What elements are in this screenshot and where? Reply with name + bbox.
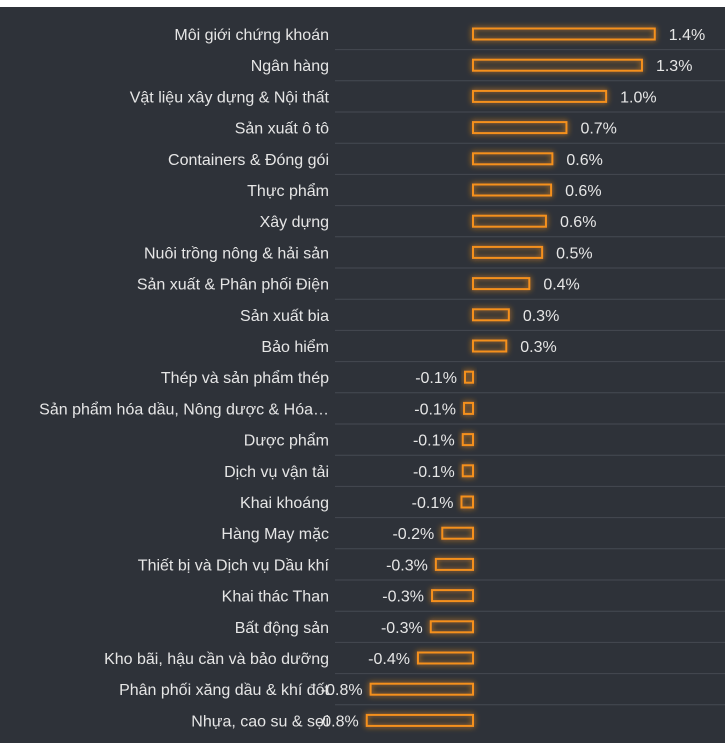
bar: [369, 682, 475, 696]
bar: [461, 433, 475, 447]
category-label: Dược phẩm: [244, 432, 329, 450]
category-label: Thép và sản phẩm thép: [161, 369, 329, 387]
category-label: Khai thác Than: [222, 589, 329, 606]
bar: [434, 557, 475, 571]
value-label: -0.8%: [317, 713, 359, 730]
bar: [365, 713, 475, 727]
bar: [472, 308, 510, 322]
value-label: 1.0%: [620, 89, 656, 106]
value-label: -0.1%: [415, 370, 457, 387]
value-label: -0.1%: [412, 495, 454, 512]
category-label: Nhựa, cao su & sợi: [191, 713, 329, 730]
value-labels: 1.4% 1.3%1.0%0.7% 0.6% 0.6% 0.6% 0.5% 0.4% 0.3%…: [317, 27, 705, 730]
value-label: -0.3%: [386, 557, 428, 574]
category-label: Sản xuất bia: [240, 308, 329, 325]
value-label: 0.7%: [580, 121, 616, 138]
bar: [429, 620, 475, 634]
bar: [472, 27, 656, 41]
value-label: -0.1%: [413, 433, 455, 450]
bar: [472, 277, 531, 291]
category-label: Bảo hiểm: [261, 338, 329, 356]
value-label: -0.8%: [321, 682, 363, 699]
bar: [464, 370, 474, 384]
category-label: Kho bãi, hậu cần và bảo dưỡng: [104, 651, 329, 668]
category-label: Phân phối xăng dầu & khí đốt: [119, 682, 329, 699]
category-label: Khai khoáng: [240, 495, 329, 512]
value-label: -0.3%: [381, 620, 423, 637]
value-label: 1.4%: [669, 27, 705, 44]
category-label: Dịch vụ vận tải: [224, 464, 329, 481]
bar: [472, 245, 544, 259]
value-label: 0.6%: [566, 152, 602, 169]
bar: [472, 121, 568, 135]
bar: [472, 214, 547, 228]
value-label: 1.3%: [656, 58, 692, 75]
bar: [472, 152, 554, 166]
chart-panel: Môi giới chứng khoán Ngân hàng Vật liệu xâ…: [0, 7, 725, 743]
bar: [441, 526, 474, 540]
bar: [460, 495, 475, 509]
value-label: -0.2%: [392, 526, 434, 543]
category-label: Thiết bị và Dịch vụ Dầu khí: [138, 557, 330, 574]
value-label: -0.3%: [382, 589, 424, 606]
value-label: 0.5%: [556, 245, 592, 262]
category-label: Vật liệu xây dựng & Nội thất: [130, 89, 330, 106]
category-label: Containers & Đóng gói: [168, 152, 329, 169]
bar: [472, 58, 643, 72]
category-label: Sản xuất ô tô: [235, 121, 329, 138]
value-label: -0.1%: [414, 401, 456, 418]
category-label: Môi giới chứng khoán: [174, 27, 329, 44]
bar: [472, 339, 508, 353]
bar: [431, 589, 475, 603]
bar: [461, 464, 475, 478]
category-label: Nuôi trồng nông & hải sản: [144, 245, 329, 262]
category-label: Xây dựng: [260, 214, 329, 231]
category-labels: Môi giới chứng khoán Ngân hàng Vật liệu xâ…: [39, 27, 329, 730]
value-label: 0.4%: [543, 277, 579, 294]
bar: [463, 401, 475, 415]
value-label: -0.4%: [368, 651, 410, 668]
row-lines: [335, 49, 725, 706]
value-label: 0.3%: [520, 339, 556, 356]
category-label: Sản xuất & Phân phối Điện: [137, 277, 329, 294]
value-label: 0.6%: [560, 214, 596, 231]
bar: [416, 651, 474, 665]
bars: [365, 27, 656, 727]
bar-chart: Môi giới chứng khoán Ngân hàng Vật liệu xâ…: [39, 27, 725, 730]
category-label: Bất động sản: [235, 620, 329, 637]
category-label: Sản phẩm hóa dầu, Nông dược & Hóa…: [39, 400, 329, 418]
category-label: Hàng May mặc: [221, 526, 329, 543]
value-label: -0.1%: [413, 464, 455, 481]
bar: [472, 183, 553, 197]
value-label: 0.6%: [565, 183, 601, 200]
category-label: Ngân hàng: [251, 58, 329, 75]
value-label: 0.3%: [523, 308, 559, 325]
category-label: Thực phẩm: [247, 182, 329, 200]
bar: [472, 89, 608, 103]
